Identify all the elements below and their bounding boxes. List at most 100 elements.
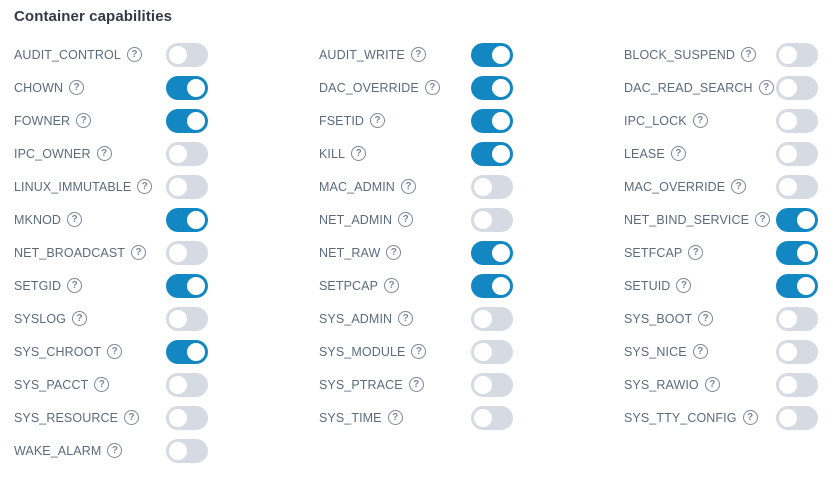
toggle-net_admin[interactable] [471,207,513,232]
help-icon[interactable]: ? [398,311,414,326]
help-icon[interactable]: ? [698,311,714,326]
capability-row: DAC_READ_SEARCH? [624,71,830,104]
toggle-knob [169,441,187,460]
capability-label-wrap: SYS_CHROOT? [14,344,166,359]
help-icon[interactable]: ? [742,410,758,425]
capability-label: SYS_TIME [319,410,382,425]
help-icon[interactable]: ? [107,344,123,359]
capability-label: MAC_ADMIN [319,179,395,194]
toggle-fsetid[interactable] [471,108,513,133]
help-icon[interactable]: ? [688,245,704,260]
help-icon[interactable]: ? [692,113,708,128]
help-icon[interactable]: ? [370,113,386,128]
help-icon[interactable]: ? [676,278,692,293]
capability-label-wrap: AUDIT_WRITE? [319,47,471,62]
toggle-dac_override[interactable] [471,75,513,100]
help-icon[interactable]: ? [72,311,88,326]
help-icon[interactable]: ? [124,410,140,425]
capability-row: NET_BIND_SERVICE? [624,203,830,236]
help-icon[interactable]: ? [76,113,92,128]
toggle-setpcap[interactable] [471,273,513,298]
toggle-syslog[interactable] [166,306,208,331]
toggle-wake_alarm[interactable] [166,438,208,463]
toggle-sys_rawio[interactable] [776,372,818,397]
toggle-lease[interactable] [776,141,818,166]
help-icon[interactable]: ? [96,146,112,161]
toggle-sys_chroot[interactable] [166,339,208,364]
help-icon[interactable]: ? [670,146,686,161]
help-icon[interactable]: ? [351,146,367,161]
toggle-net_raw[interactable] [471,240,513,265]
help-icon[interactable]: ? [755,212,771,227]
toggle-sys_boot[interactable] [776,306,818,331]
help-icon[interactable]: ? [126,47,142,62]
toggle-knob [474,177,492,196]
help-icon[interactable]: ? [387,410,403,425]
capability-label-wrap: SYS_PTRACE? [319,377,471,392]
help-icon[interactable]: ? [704,377,720,392]
toggle-setgid[interactable] [166,273,208,298]
help-icon[interactable]: ? [692,344,708,359]
toggle-sys_nice[interactable] [776,339,818,364]
capability-row: NET_RAW? [319,236,624,269]
toggle-sys_resource[interactable] [166,405,208,430]
toggle-knob [169,408,187,427]
help-icon[interactable]: ? [386,245,402,260]
toggle-linux_immutable[interactable] [166,174,208,199]
help-icon[interactable]: ? [67,278,83,293]
capability-label-wrap: SYS_TTY_CONFIG? [624,410,776,425]
capability-label-wrap: SYS_ADMIN? [319,311,471,326]
help-icon[interactable]: ? [400,179,416,194]
help-icon[interactable]: ? [131,245,147,260]
toggle-mac_admin[interactable] [471,174,513,199]
help-icon[interactable]: ? [69,80,85,95]
capability-label-wrap: MKNOD? [14,212,166,227]
capability-row: SYS_PACCT? [14,368,319,401]
toggle-audit_control[interactable] [166,42,208,67]
help-icon[interactable]: ? [398,212,414,227]
help-icon[interactable]: ? [758,80,774,95]
toggle-ipc_lock[interactable] [776,108,818,133]
toggle-audit_write[interactable] [471,42,513,67]
toggle-fowner[interactable] [166,108,208,133]
toggle-sys_tty_config[interactable] [776,405,818,430]
capability-label: SETFCAP [624,245,683,260]
toggle-setfcap[interactable] [776,240,818,265]
help-icon[interactable]: ? [137,179,153,194]
toggle-net_bind_service[interactable] [776,207,818,232]
capability-row: SYS_CHROOT? [14,335,319,368]
help-icon[interactable]: ? [731,179,747,194]
help-icon[interactable]: ? [408,377,424,392]
toggle-mac_override[interactable] [776,174,818,199]
help-icon[interactable]: ? [411,344,427,359]
toggle-setuid[interactable] [776,273,818,298]
help-icon[interactable]: ? [67,212,83,227]
toggle-dac_read_search[interactable] [776,75,818,100]
help-icon[interactable]: ? [424,80,440,95]
capability-label-wrap: SYS_PACCT? [14,377,166,392]
capability-label-wrap: IPC_LOCK? [624,113,776,128]
help-icon[interactable]: ? [107,443,123,458]
capability-row: IPC_OWNER? [14,137,319,170]
toggle-net_broadcast[interactable] [166,240,208,265]
toggle-sys_time[interactable] [471,405,513,430]
capability-row: MKNOD? [14,203,319,236]
toggle-kill[interactable] [471,141,513,166]
capability-label-wrap: SYS_RESOURCE? [14,410,166,425]
toggle-sys_ptrace[interactable] [471,372,513,397]
toggle-chown[interactable] [166,75,208,100]
help-icon[interactable]: ? [384,278,400,293]
toggle-ipc_owner[interactable] [166,141,208,166]
capability-label: SYS_MODULE [319,344,406,359]
toggle-knob [169,309,187,328]
toggle-sys_admin[interactable] [471,306,513,331]
capability-label: AUDIT_CONTROL [14,47,121,62]
capability-label: NET_BIND_SERVICE [624,212,750,227]
help-icon[interactable]: ? [410,47,426,62]
help-icon[interactable]: ? [94,377,110,392]
toggle-sys_module[interactable] [471,339,513,364]
toggle-mknod[interactable] [166,207,208,232]
toggle-block_suspend[interactable] [776,42,818,67]
help-icon[interactable]: ? [741,47,757,62]
toggle-sys_pacct[interactable] [166,372,208,397]
